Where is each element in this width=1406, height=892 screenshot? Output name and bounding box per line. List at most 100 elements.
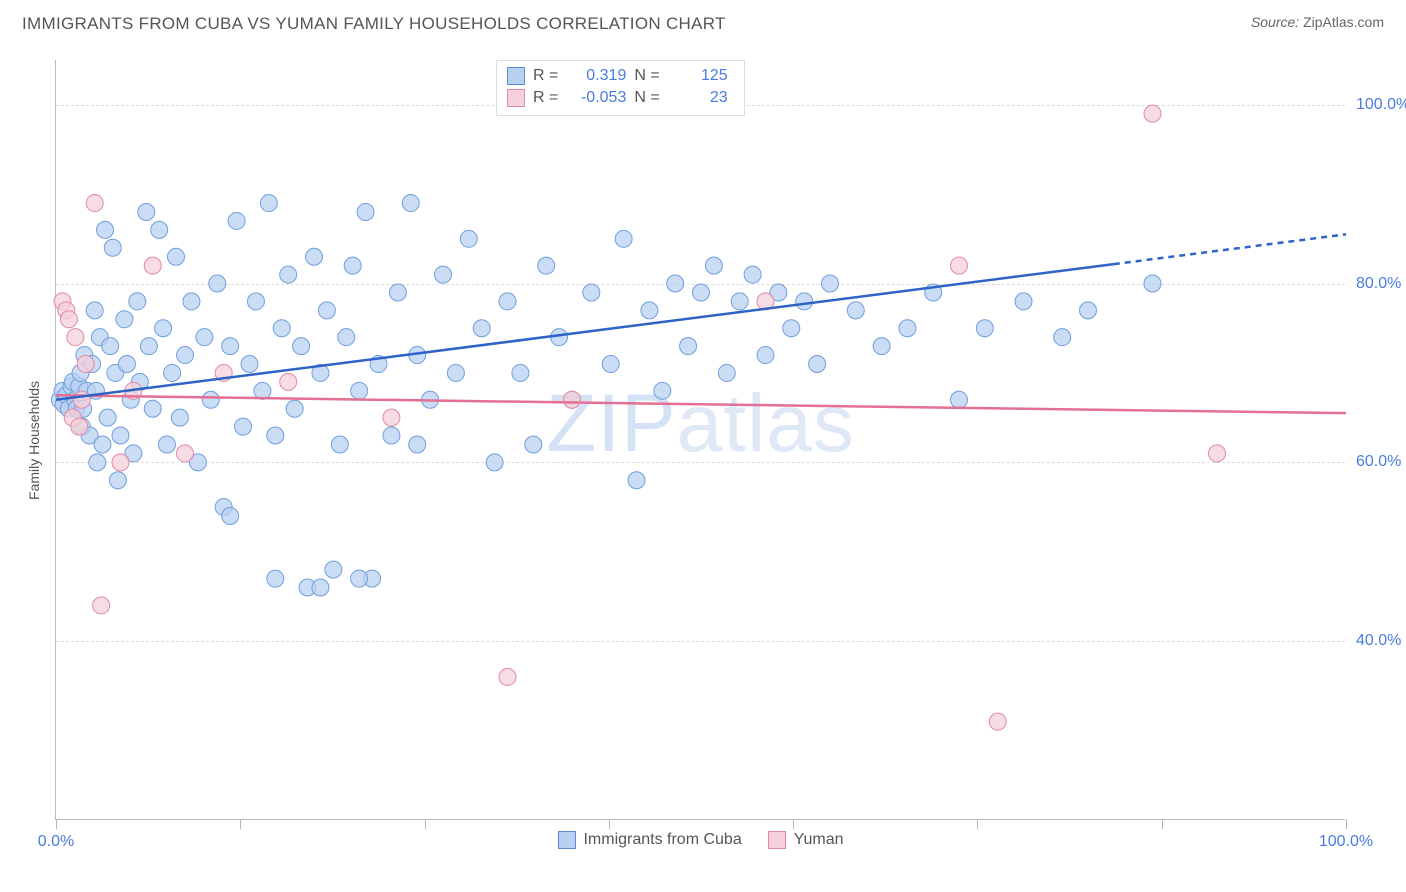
scatter-point-cuba (286, 400, 303, 417)
scatter-point-cuba (118, 356, 135, 373)
scatter-point-cuba (196, 329, 213, 346)
scatter-point-cuba (486, 454, 503, 471)
scatter-point-cuba (209, 275, 226, 292)
source-value: ZipAtlas.com (1303, 14, 1384, 30)
legend-swatch-yuman (768, 831, 786, 849)
scatter-point-cuba (473, 320, 490, 337)
scatter-point-cuba (280, 266, 297, 283)
scatter-point-cuba (325, 561, 342, 578)
scatter-svg (56, 60, 1345, 819)
scatter-point-cuba (254, 382, 271, 399)
scatter-point-cuba (351, 382, 368, 399)
scatter-point-yuman (499, 668, 516, 685)
x-tick (793, 819, 794, 829)
scatter-point-cuba (158, 436, 175, 453)
scatter-point-cuba (435, 266, 452, 283)
legend-stats-row: R = 0.319 N = 125 (507, 65, 728, 87)
scatter-point-cuba (460, 230, 477, 247)
x-tick-label: 100.0% (1319, 833, 1373, 851)
scatter-point-cuba (583, 284, 600, 301)
scatter-point-cuba (102, 338, 119, 355)
scatter-point-cuba (129, 293, 146, 310)
scatter-point-cuba (822, 275, 839, 292)
scatter-point-yuman (73, 391, 90, 408)
source-credit: Source: ZipAtlas.com (1251, 14, 1384, 30)
chart-plot-area: ZIPatlas R = 0.319 N = 125 R = -0.053 N … (55, 60, 1345, 820)
scatter-point-cuba (615, 230, 632, 247)
trend-line (56, 395, 1346, 413)
x-tick (1346, 819, 1347, 829)
scatter-point-cuba (151, 221, 168, 238)
scatter-point-cuba (116, 311, 133, 328)
x-tick (977, 819, 978, 829)
scatter-point-cuba (247, 293, 264, 310)
scatter-point-cuba (344, 257, 361, 274)
r-value: 0.319 (566, 67, 626, 85)
scatter-point-yuman (60, 311, 77, 328)
y-tick-label: 60.0% (1356, 453, 1401, 471)
scatter-point-cuba (306, 248, 323, 265)
scatter-point-cuba (667, 275, 684, 292)
scatter-point-cuba (744, 266, 761, 283)
scatter-point-cuba (171, 409, 188, 426)
r-label: R = (533, 67, 558, 85)
y-tick-label: 100.0% (1356, 96, 1406, 114)
x-tick (56, 819, 57, 829)
scatter-point-cuba (235, 418, 252, 435)
scatter-point-cuba (641, 302, 658, 319)
scatter-point-cuba (693, 284, 710, 301)
scatter-point-cuba (389, 284, 406, 301)
scatter-point-yuman (93, 597, 110, 614)
scatter-point-yuman (1144, 105, 1161, 122)
n-label: N = (634, 89, 659, 107)
scatter-point-cuba (86, 302, 103, 319)
scatter-point-cuba (167, 248, 184, 265)
scatter-point-cuba (538, 257, 555, 274)
scatter-point-cuba (447, 364, 464, 381)
y-axis-label: Family Households (26, 381, 42, 500)
scatter-point-cuba (499, 293, 516, 310)
scatter-point-yuman (144, 257, 161, 274)
scatter-point-cuba (318, 302, 335, 319)
scatter-point-yuman (86, 195, 103, 212)
scatter-point-cuba (241, 356, 258, 373)
scatter-point-cuba (383, 427, 400, 444)
scatter-point-cuba (104, 239, 121, 256)
scatter-point-cuba (628, 472, 645, 489)
scatter-point-cuba (525, 436, 542, 453)
scatter-point-cuba (164, 364, 181, 381)
scatter-point-yuman (71, 418, 88, 435)
n-value: 125 (668, 67, 728, 85)
scatter-point-yuman (67, 329, 84, 346)
scatter-point-cuba (1015, 293, 1032, 310)
scatter-point-cuba (899, 320, 916, 337)
scatter-point-yuman (77, 356, 94, 373)
legend-item-yuman: Yuman (768, 831, 844, 849)
legend-label: Immigrants from Cuba (583, 831, 741, 849)
scatter-point-cuba (976, 320, 993, 337)
scatter-point-cuba (357, 204, 374, 221)
scatter-point-cuba (757, 347, 774, 364)
legend-stats-box: R = 0.319 N = 125 R = -0.053 N = 23 (496, 60, 745, 116)
scatter-point-cuba (654, 382, 671, 399)
scatter-point-cuba (783, 320, 800, 337)
scatter-point-yuman (280, 373, 297, 390)
scatter-point-cuba (680, 338, 697, 355)
scatter-point-cuba (796, 293, 813, 310)
scatter-point-cuba (112, 427, 129, 444)
scatter-point-cuba (602, 356, 619, 373)
scatter-point-cuba (144, 400, 161, 417)
scatter-point-yuman (177, 445, 194, 462)
y-tick-label: 80.0% (1356, 275, 1401, 293)
scatter-point-yuman (951, 257, 968, 274)
scatter-point-yuman (989, 713, 1006, 730)
scatter-point-cuba (109, 472, 126, 489)
r-value: -0.053 (566, 89, 626, 107)
legend-item-cuba: Immigrants from Cuba (557, 831, 741, 849)
scatter-point-cuba (331, 436, 348, 453)
scatter-point-cuba (873, 338, 890, 355)
chart-title: IMMIGRANTS FROM CUBA VS YUMAN FAMILY HOU… (22, 14, 726, 34)
scatter-point-cuba (267, 570, 284, 587)
legend-swatch-cuba (507, 67, 525, 85)
scatter-point-cuba (97, 221, 114, 238)
